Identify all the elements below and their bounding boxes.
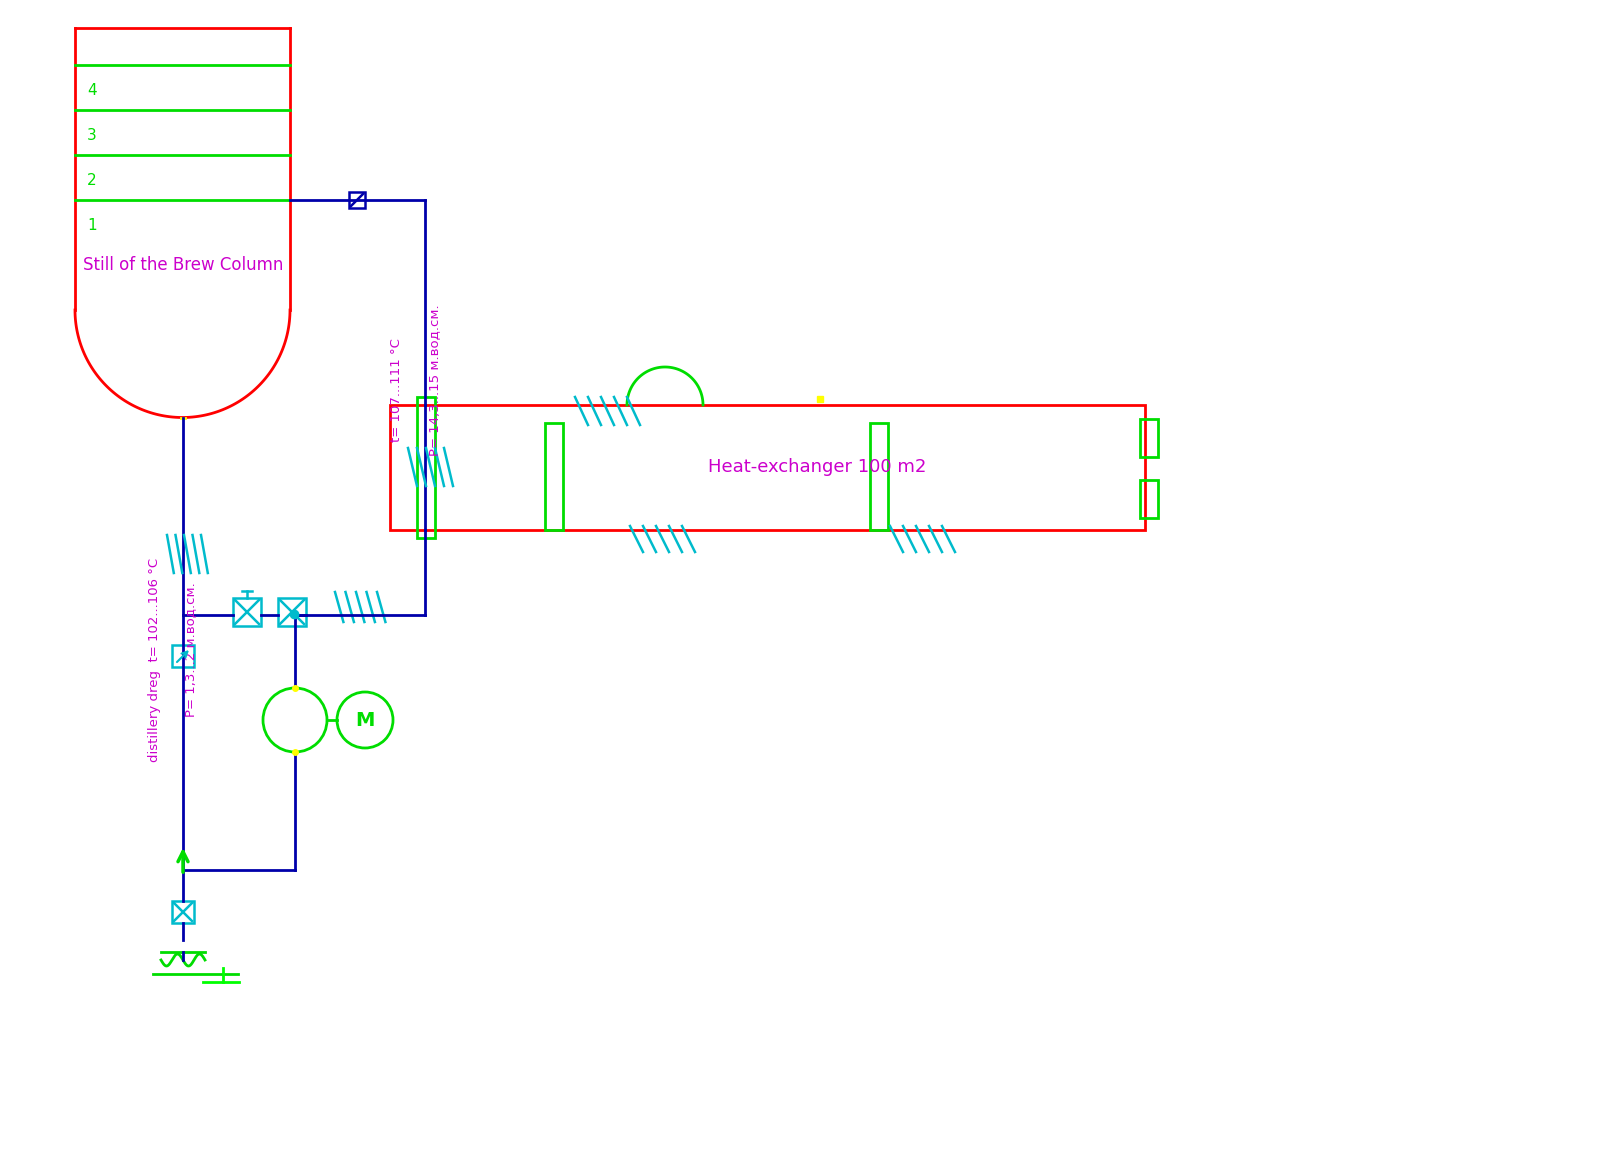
Text: M: M [355, 711, 374, 730]
Text: 1: 1 [87, 218, 97, 233]
Text: P= 1,3...2 м.вод.см.: P= 1,3...2 м.вод.см. [184, 583, 197, 718]
Text: 2: 2 [87, 172, 97, 188]
Text: Still of the Brew Column: Still of the Brew Column [82, 256, 284, 274]
Text: P= 14,3...15 м.вод.см.: P= 14,3...15 м.вод.см. [429, 304, 442, 456]
Text: Heat-exchanger 100 m2: Heat-exchanger 100 m2 [708, 459, 927, 476]
Text: t= 107...111 °C: t= 107...111 °C [390, 338, 403, 442]
Text: 4: 4 [87, 83, 97, 99]
Text: distillery dreg  t= 102...106 °C: distillery dreg t= 102...106 °C [148, 558, 161, 762]
Text: 3: 3 [87, 128, 97, 143]
